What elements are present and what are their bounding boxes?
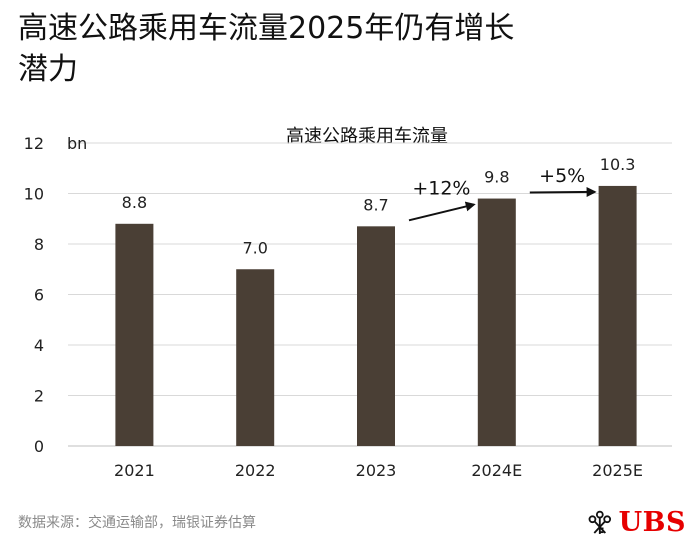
ubs-keys-icon	[588, 510, 612, 534]
x-tick-label: 2022	[235, 461, 276, 480]
x-tick-label: 2024E	[471, 461, 522, 480]
bar	[115, 223, 154, 446]
data-label: 10.3	[600, 155, 636, 174]
x-tick-label: 2021	[114, 461, 155, 480]
data-label: 8.8	[122, 193, 147, 212]
ubs-logo-text: UBS	[618, 506, 686, 538]
headline-line-2: 潜力	[18, 52, 78, 87]
headline-line-1: 高速公路乘用车流量2025年仍有增长	[18, 11, 515, 46]
x-tick-label: 2023	[356, 461, 397, 480]
y-unit-label: bn	[67, 134, 87, 153]
headline: 高速公路乘用车流量2025年仍有增长 潜力	[18, 8, 638, 90]
y-tick-label: 12	[24, 134, 44, 153]
y-tick-label: 8	[34, 235, 44, 254]
data-label: 7.0	[242, 238, 267, 257]
y-tick-label: 2	[34, 387, 44, 406]
x-tick-label: 2025E	[592, 461, 643, 480]
ubs-logo: UBS	[586, 502, 686, 542]
bar	[477, 198, 516, 446]
growth-arrow	[529, 187, 597, 198]
growth-arrow	[408, 201, 476, 222]
bar	[598, 185, 637, 447]
data-label: 9.8	[484, 168, 509, 187]
growth-label: +12%	[412, 178, 470, 200]
bar	[357, 226, 395, 446]
data-label: 8.7	[363, 195, 388, 214]
source-note: 数据来源：交通运输部，瑞银证券估算	[18, 515, 256, 531]
y-tick-label: 6	[34, 286, 44, 305]
y-tick-label: 10	[24, 185, 44, 204]
bar	[236, 269, 275, 446]
y-tick-label: 4	[34, 336, 44, 355]
y-tick-label: 0	[34, 437, 44, 456]
growth-label: +5%	[539, 165, 585, 187]
bar-chart: 高速公路乘用车流量 0 2 4 6 8 10 12 bn 8.8 2021 7.0 2022 8.7 202…	[24, 126, 672, 480]
chart-title: 高速公路乘用车流量	[286, 126, 448, 147]
